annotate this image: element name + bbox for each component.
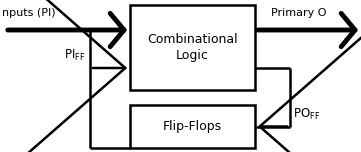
Text: nputs (PI): nputs (PI) (2, 8, 56, 18)
Text: Combinational: Combinational (147, 33, 238, 46)
Text: Logic: Logic (176, 49, 209, 62)
Text: PO$_{\mathregular{FF}}$: PO$_{\mathregular{FF}}$ (293, 106, 320, 121)
Bar (130, 105, 255, 148)
Text: Flip-Flops: Flip-Flops (163, 120, 222, 133)
Text: Primary O: Primary O (271, 8, 326, 18)
Text: PI$_{\mathregular{FF}}$: PI$_{\mathregular{FF}}$ (64, 48, 86, 63)
Bar (130, 5, 255, 90)
